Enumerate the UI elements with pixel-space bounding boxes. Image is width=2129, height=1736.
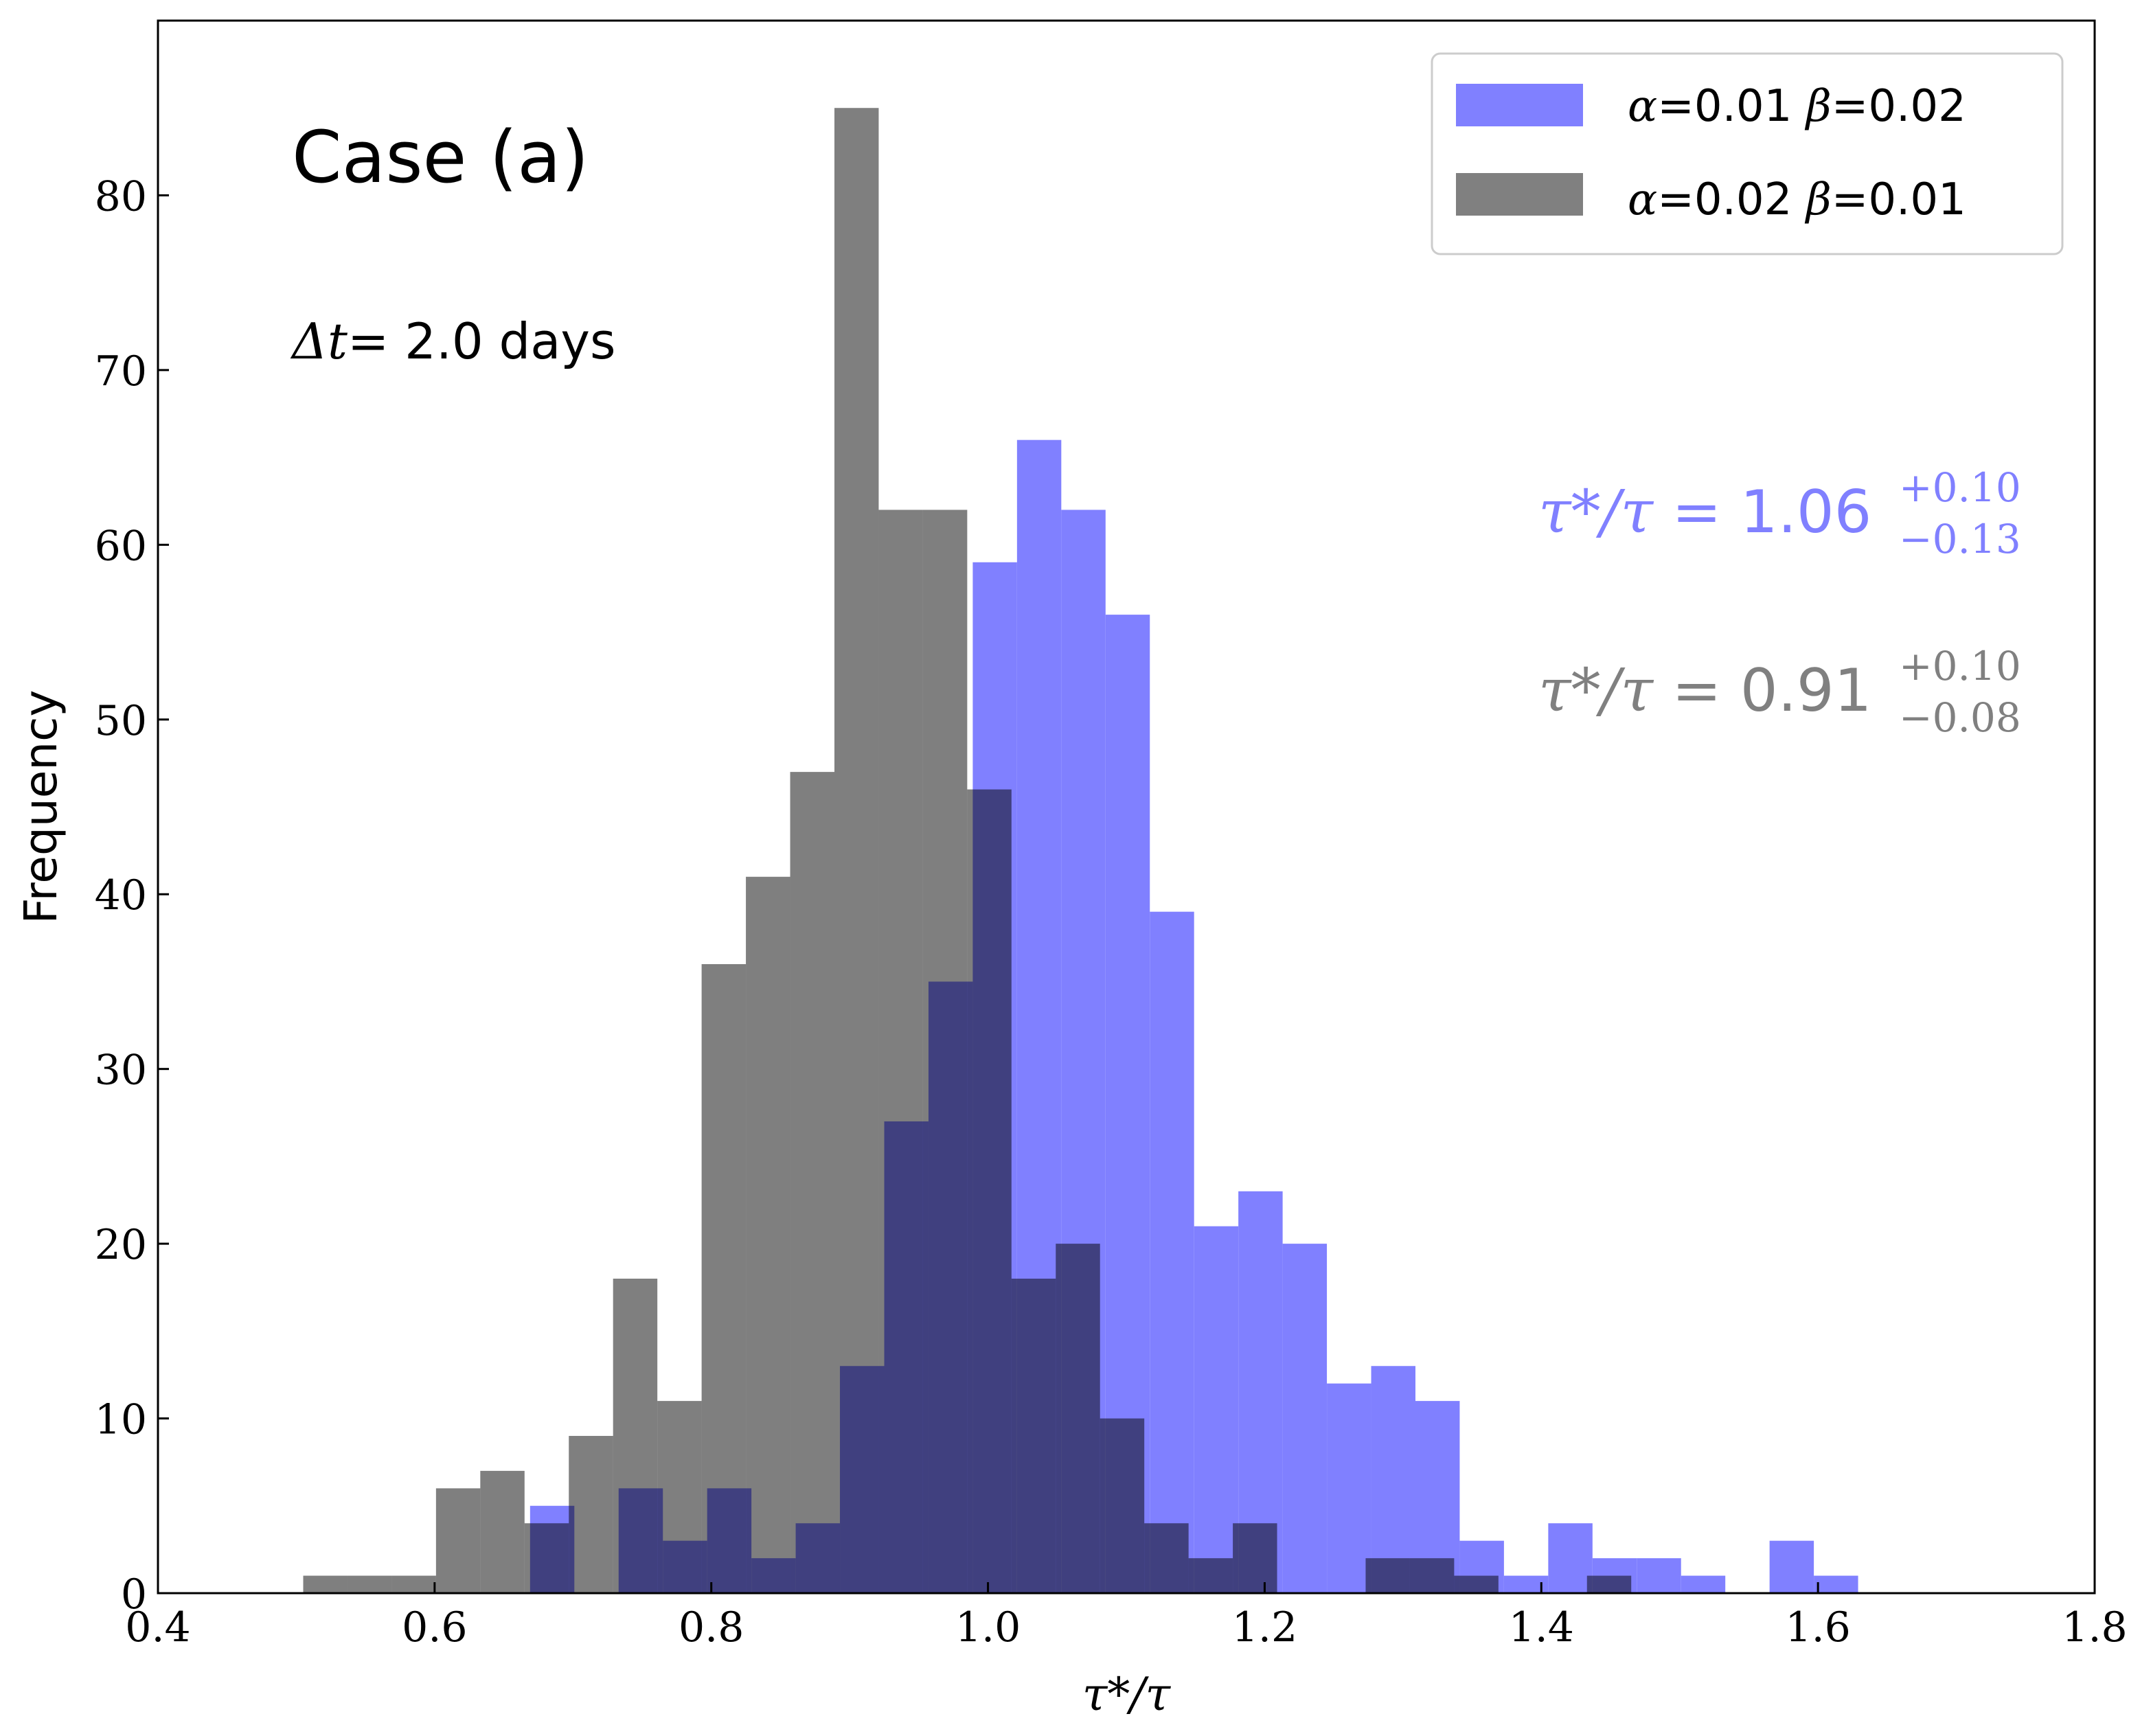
- y-tick-label: 30: [95, 1047, 147, 1095]
- series-1-bar-8: [657, 1401, 702, 1593]
- series-1-bar-13: [878, 510, 923, 1594]
- series-0-bar-26: [1769, 1540, 1814, 1593]
- series-1-bar-4: [480, 1470, 525, 1593]
- series-1-bar-19: [1144, 1523, 1189, 1593]
- legend-swatch-blue: [1456, 84, 1583, 126]
- result-blue-eq: =: [1653, 478, 1740, 547]
- x-tick-label: 0.6: [402, 1603, 467, 1652]
- y-tick-label: 20: [95, 1221, 147, 1269]
- series-1-bar-21: [1233, 1523, 1277, 1593]
- legend-entry-gray: α=0.02 β=0.01: [1628, 174, 1966, 225]
- result-blue-value: 1.06: [1740, 478, 1871, 547]
- series-0-bar-24: [1637, 1558, 1681, 1593]
- result-gray-value: 0.91: [1740, 656, 1871, 725]
- result-blue-lhs: τ*/τ: [1538, 478, 1654, 547]
- ticks-layer: 0.4 0.6 0.8 1.0 1.2 1.4 1.6 1.8 0 10 20 30 40 50 60 70 8…: [95, 172, 2128, 1652]
- series-1-bar-11: [790, 772, 834, 1593]
- series-0-bar-17: [1327, 1383, 1371, 1593]
- result-gray-minus: −0.08: [1899, 694, 2021, 741]
- series-0-bar-22: [1548, 1523, 1593, 1593]
- axes-frame: [157, 19, 2096, 1595]
- series-1-bars: [303, 108, 1632, 1594]
- series-0-bar-27: [1814, 1575, 1858, 1593]
- result-blue-minus: −0.13: [1899, 516, 2021, 562]
- series-0-bar-16: [1282, 1244, 1328, 1593]
- x-tick-label: 1.8: [2062, 1603, 2127, 1652]
- y-tick-label: 80: [95, 172, 147, 220]
- x-axis-label: τ*/τ: [1082, 1668, 1172, 1721]
- series-1-bar-9: [701, 964, 747, 1593]
- result-blue-plus: +0.10: [1899, 464, 2021, 511]
- result-gray-plus: +0.10: [1899, 643, 2021, 689]
- x-tick-label: 1.0: [955, 1603, 1021, 1652]
- y-tick-label: 0: [121, 1571, 147, 1619]
- case-label: Case (a): [292, 115, 589, 199]
- series-1-bar-3: [435, 1488, 481, 1593]
- series-1-bar-2: [391, 1575, 436, 1593]
- dt-annotation: Δt= 2.0 days: [290, 312, 616, 370]
- x-tick-label: 1.2: [1232, 1603, 1297, 1652]
- series-1-bar-0: [303, 1575, 348, 1593]
- series-1-bar-12: [834, 108, 879, 1594]
- series-1-bar-5: [524, 1523, 569, 1593]
- series-1-bar-14: [922, 510, 968, 1594]
- series-1-bar-1: [347, 1575, 392, 1593]
- series-1-bar-18: [1100, 1418, 1145, 1593]
- result-gray: τ*/τ = 0.91 +0.10 −0.08: [1538, 643, 2021, 741]
- series-1-bar-10: [746, 876, 790, 1593]
- svg-text:τ*/τ = 0.91: τ*/τ = 0.91: [1538, 656, 1871, 725]
- x-tick-label: 1.4: [1509, 1603, 1574, 1652]
- series-0-bar-14: [1194, 1226, 1239, 1593]
- series-1-bar-6: [569, 1436, 613, 1593]
- result-blue: τ*/τ = 1.06 +0.10 −0.13: [1538, 464, 2021, 562]
- legend-entry-blue: α=0.01 β=0.02: [1628, 81, 1966, 132]
- dt-value: = 2.0 days: [348, 312, 616, 370]
- series-1-bar-17: [1056, 1244, 1100, 1593]
- series-1-bar-23: [1409, 1558, 1455, 1593]
- result-gray-eq: =: [1653, 656, 1740, 725]
- legend: α=0.01 β=0.02 α=0.02 β=0.01: [1431, 52, 2064, 255]
- dt-symbol: Δt: [290, 312, 348, 370]
- y-tick-label: 10: [95, 1396, 147, 1444]
- series-0-bar-18: [1371, 1366, 1415, 1593]
- y-tick-label: 60: [95, 522, 147, 570]
- series-1-bar-20: [1188, 1558, 1233, 1593]
- series-1-bar-16: [1011, 1279, 1056, 1593]
- series-1-bar-15: [967, 789, 1012, 1593]
- y-axis-label: Frequency: [14, 690, 67, 924]
- series-0-bar-25: [1681, 1575, 1726, 1593]
- result-gray-lhs: τ*/τ: [1538, 656, 1654, 725]
- x-tick-label: 0.8: [679, 1603, 744, 1652]
- series-0-bar-13: [1150, 911, 1194, 1593]
- svg-text:τ*/τ = 1.06: τ*/τ = 1.06: [1538, 478, 1871, 547]
- x-tick-label: 0.4: [125, 1603, 190, 1652]
- bars-layer: [303, 108, 1858, 1594]
- y-tick-label: 70: [95, 347, 147, 396]
- legend-box: [1431, 52, 2064, 255]
- y-tick-label: 50: [95, 697, 147, 745]
- series-1-bar-22: [1365, 1558, 1410, 1593]
- series-1-bar-7: [613, 1279, 658, 1593]
- series-1-bar-25: [1586, 1575, 1632, 1593]
- x-tick-label: 1.6: [1785, 1603, 1850, 1652]
- series-1-bar-24: [1454, 1575, 1499, 1593]
- y-tick-label: 40: [95, 871, 147, 920]
- legend-swatch-gray: [1456, 173, 1583, 216]
